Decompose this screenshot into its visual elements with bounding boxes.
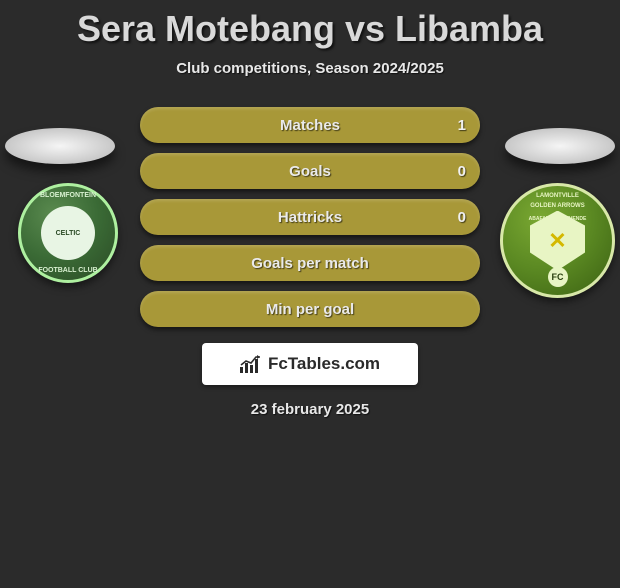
stat-label: Goals per match bbox=[251, 255, 369, 272]
date-text: 23 february 2025 bbox=[0, 401, 620, 418]
player-silhouette-left bbox=[5, 128, 115, 164]
stat-bar-goals-per-match: Goals per match bbox=[140, 245, 480, 281]
stat-label: Min per goal bbox=[266, 301, 354, 318]
stat-value-right: 1 bbox=[458, 117, 466, 134]
stat-bar-goals: Goals 0 bbox=[140, 153, 480, 189]
club-left-crest-inner: CELTIC bbox=[41, 206, 95, 260]
branding-text: FcTables.com bbox=[268, 354, 380, 374]
stat-bar-min-per-goal: Min per goal bbox=[140, 291, 480, 327]
club-left-name-bottom: FOOTBALL CLUB bbox=[38, 267, 97, 274]
stat-bar-matches: Matches 1 bbox=[140, 107, 480, 143]
club-right-name-bottom: ABAFANA BES'THENDE bbox=[529, 216, 587, 222]
stat-bar-hattricks: Hattricks 0 bbox=[140, 199, 480, 235]
stat-value-right: 0 bbox=[458, 209, 466, 226]
player-silhouette-right bbox=[505, 128, 615, 164]
stat-value-right: 0 bbox=[458, 163, 466, 180]
club-logo-left: BLOEMFONTEIN CELTIC FOOTBALL CLUB bbox=[18, 183, 118, 283]
subtitle: Club competitions, Season 2024/2025 bbox=[0, 60, 620, 77]
arrows-icon: ✕ bbox=[548, 228, 566, 254]
branding-badge: FcTables.com bbox=[202, 343, 418, 385]
bar-chart-icon bbox=[240, 355, 262, 373]
club-logo-right: LAMONTVILLE GOLDEN ARROWS ✕ ABAFANA BES'… bbox=[500, 183, 615, 298]
stat-label: Goals bbox=[289, 163, 331, 180]
stats-container: Matches 1 Goals 0 Hattricks 0 Goals per … bbox=[140, 107, 480, 327]
club-left-name-top: BLOEMFONTEIN bbox=[40, 192, 96, 199]
stat-label: Hattricks bbox=[278, 209, 342, 226]
club-left-accent: CELTIC bbox=[56, 230, 81, 237]
club-right-name-top: LAMONTVILLE bbox=[536, 193, 579, 199]
stat-label: Matches bbox=[280, 117, 340, 134]
club-right-name-mid: GOLDEN ARROWS bbox=[530, 203, 584, 209]
club-right-fc-badge: FC bbox=[548, 267, 568, 287]
page-title: Sera Motebang vs Libamba bbox=[0, 8, 620, 50]
